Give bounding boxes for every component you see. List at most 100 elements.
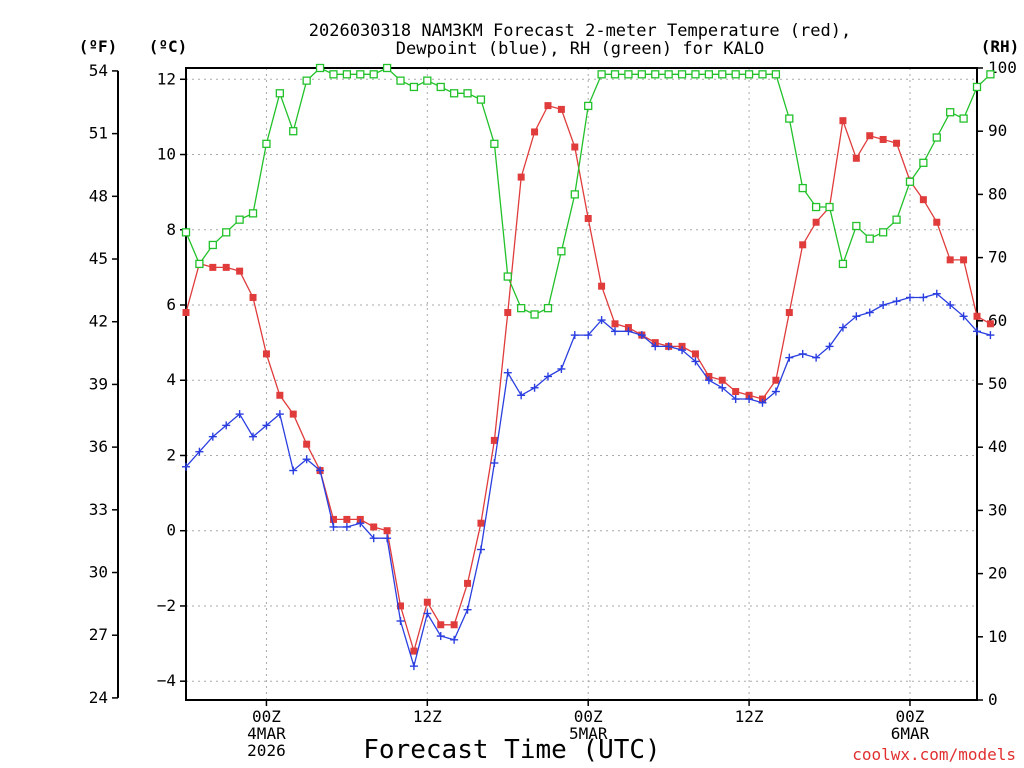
- rh-point: [637, 70, 646, 79]
- rh-point: [289, 127, 298, 136]
- dewpoint-point: [262, 421, 271, 430]
- dewpoint-point: [812, 353, 821, 362]
- rh-point: [329, 70, 338, 79]
- dewpoint-point: [503, 368, 512, 377]
- dewpoint-point: [678, 346, 687, 355]
- temperature-point: [866, 132, 874, 140]
- temperature-point: [852, 154, 860, 162]
- rh-point: [879, 228, 888, 237]
- dewpoint-point: [316, 466, 325, 475]
- temperature-point: [343, 515, 351, 523]
- x-tick-label: 5MAR: [569, 724, 608, 743]
- dewpoint-point: [973, 327, 981, 336]
- rh-point: [302, 76, 311, 85]
- temperature-point: [598, 282, 606, 290]
- temperature-point: [785, 309, 793, 317]
- chart-title-line2: Dewpoint (blue), RH (green) for KALO: [396, 39, 764, 59]
- rh-point: [825, 202, 834, 212]
- temperature-point: [544, 102, 552, 110]
- series-line-temperature: [185, 104, 991, 654]
- rh-point: [463, 89, 472, 98]
- f-tick-label: 54: [89, 61, 108, 80]
- dewpoint-point: [919, 293, 928, 302]
- temperature-point: [289, 410, 297, 418]
- rh-point: [181, 228, 191, 237]
- rh-tick-label: 100: [988, 58, 1017, 77]
- x-tick-label: 2026: [247, 741, 286, 760]
- rh-point: [570, 190, 579, 199]
- dewpoint-point: [329, 522, 338, 531]
- rh-point: [208, 240, 217, 250]
- temperature-point: [799, 241, 807, 249]
- dewpoint-point: [275, 410, 284, 419]
- temperature-point: [933, 218, 941, 226]
- f-tick-label: 36: [89, 437, 108, 456]
- rh-point: [959, 114, 968, 123]
- rh-point: [677, 70, 687, 79]
- rh-tick-label: 80: [988, 184, 1007, 203]
- dewpoint-point: [745, 395, 754, 404]
- unit-label-rh: (RH): [981, 37, 1020, 56]
- series-line-dewpoint: [185, 292, 991, 669]
- f-tick-label: 24: [89, 688, 108, 707]
- rh-tick-label: 10: [988, 627, 1007, 646]
- temperature-point: [960, 256, 968, 264]
- c-tick-label: 10: [157, 145, 176, 164]
- dewpoint-point: [946, 301, 955, 309]
- c-tick-label: 6: [166, 295, 176, 314]
- x-tick-label: 12Z: [735, 707, 764, 726]
- chart-title-line1: 2026030318 NAM3KM Forecast 2-meter Tempe…: [309, 21, 851, 41]
- dewpoint-point: [798, 349, 807, 358]
- rh-point: [610, 70, 620, 79]
- f-tick-label: 48: [89, 186, 108, 205]
- dewpoint-point: [530, 383, 539, 392]
- rh-point: [275, 89, 284, 98]
- rh-point: [905, 177, 915, 186]
- rh-point: [557, 247, 566, 256]
- f-tick-label: 45: [89, 249, 108, 268]
- x-axis-label: Forecast Time (UTC): [363, 735, 660, 765]
- rh-point: [892, 215, 901, 224]
- temperature-point: [236, 267, 244, 275]
- c-tick-label: −4: [157, 671, 176, 690]
- rh-point: [517, 304, 526, 313]
- temperature-point: [517, 173, 525, 181]
- dewpoint-point: [825, 342, 834, 351]
- rh-point: [771, 70, 781, 79]
- temperature-point: [490, 436, 498, 444]
- dewpoint-point: [611, 327, 620, 336]
- temperature-point: [772, 376, 780, 384]
- temperature-point: [423, 598, 431, 606]
- rh-point: [235, 215, 244, 224]
- rh-point: [865, 234, 874, 243]
- dewpoint-point: [463, 605, 472, 614]
- rh-point: [423, 76, 432, 85]
- temperature-point: [504, 309, 512, 317]
- dewpoint-point: [718, 383, 727, 392]
- c-tick-label: −2: [157, 596, 176, 615]
- rh-point: [664, 70, 673, 79]
- temperature-point: [531, 128, 539, 136]
- dewpoint-point: [208, 432, 217, 441]
- series-group: [181, 63, 995, 671]
- rh-point: [342, 70, 352, 79]
- rh-point: [490, 139, 499, 148]
- temperature-point: [222, 263, 230, 271]
- rh-point: [315, 63, 325, 73]
- rh-tick-label: 70: [988, 248, 1007, 267]
- rh-point: [758, 70, 767, 79]
- dewpoint-point: [905, 293, 914, 302]
- temperature-point: [464, 579, 472, 587]
- dewpoint-point: [597, 316, 606, 325]
- credit-text: coolwx.com/models: [852, 745, 1016, 764]
- rh-point: [195, 259, 204, 269]
- temperature-point: [879, 135, 887, 143]
- temperature-point: [477, 519, 485, 527]
- rh-point: [449, 89, 459, 98]
- f-tick-label: 27: [89, 625, 108, 644]
- axes: 5451484542393633302724121086420−2−410090…: [89, 58, 1017, 709]
- rh-tick-label: 90: [988, 121, 1007, 140]
- x-tick-label: 6MAR: [891, 724, 930, 743]
- f-tick-label: 33: [89, 500, 108, 519]
